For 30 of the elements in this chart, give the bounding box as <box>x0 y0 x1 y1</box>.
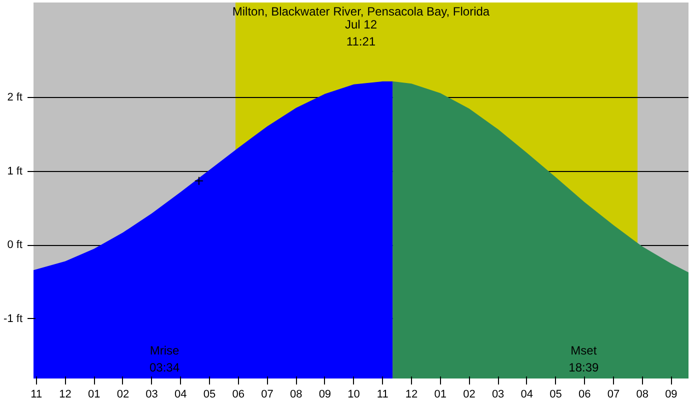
x-tick-label: 06 <box>578 388 591 400</box>
y-tick-label: 1 ft <box>7 165 23 178</box>
text: Jul 12 11:21 <box>344 18 378 48</box>
y-tick-label: 2 ft <box>7 92 23 104</box>
x-tick-label: 07 <box>261 388 274 400</box>
x-tick-label: 06 <box>232 388 244 400</box>
x-tick-label: 09 <box>318 388 332 400</box>
annotation: Mrise 03:34 <box>149 344 180 374</box>
x-tick-label: 09 <box>665 388 678 400</box>
x-tick-label: 11 <box>376 388 388 400</box>
x-tick-label: 04 <box>174 388 187 400</box>
x-tick-label: 07 <box>607 388 620 400</box>
annotation: Mset 18:39 <box>568 344 600 374</box>
x-tick-label: 12 <box>405 388 418 400</box>
x-tick-label: 05 <box>550 388 562 400</box>
x-tick-label: 05 <box>203 388 216 400</box>
x-tick-label: 03 <box>146 388 158 400</box>
x-tick-label: 01 <box>434 388 446 400</box>
x-tick-label: 02 <box>463 388 476 400</box>
x-tick-label: 04 <box>520 388 534 400</box>
x-tick-label: 11 <box>30 388 42 400</box>
x-tick-label: 12 <box>59 388 72 400</box>
x-tick-label: 02 <box>116 388 130 400</box>
y-tick-label: -1 ft <box>4 312 23 325</box>
x-tick-label: 08 <box>290 388 302 400</box>
x-tick-label: 01 <box>88 388 100 400</box>
y-tick-label: 0 ft <box>7 239 23 252</box>
x-tick-label: 03 <box>492 388 504 400</box>
x-tick-label: 08 <box>636 388 648 400</box>
x-tick-label: 10 <box>348 388 360 400</box>
